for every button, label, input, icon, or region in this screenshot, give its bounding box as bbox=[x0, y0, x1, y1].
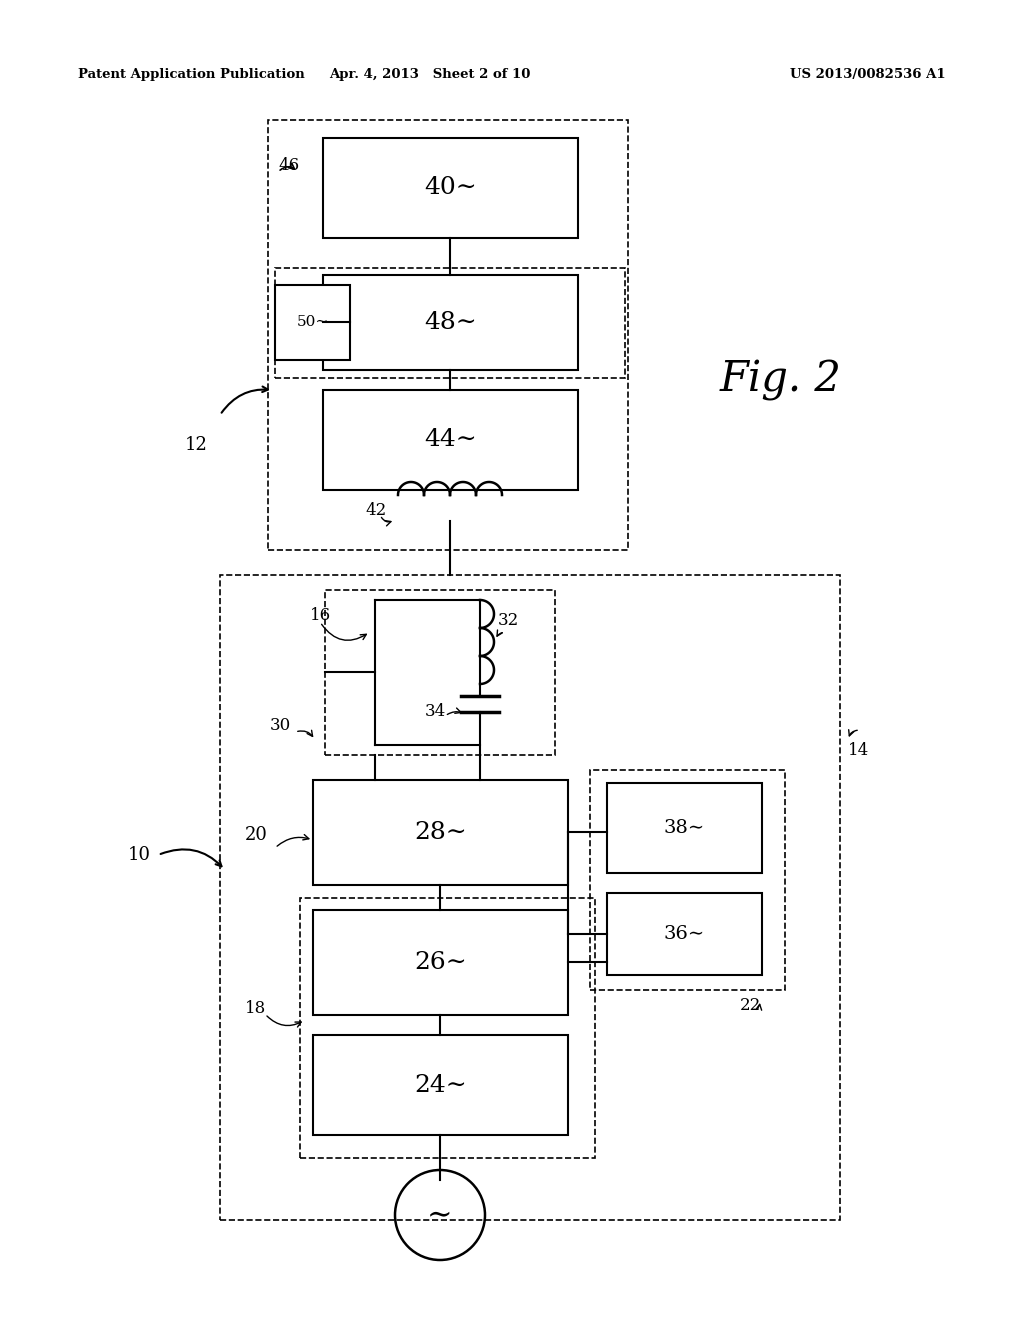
Bar bbox=[300, 898, 595, 1158]
Text: 44∼: 44∼ bbox=[424, 429, 477, 451]
Bar bbox=[323, 275, 578, 370]
Text: ∼: ∼ bbox=[427, 1200, 453, 1230]
Text: 36∼: 36∼ bbox=[664, 925, 706, 942]
Bar bbox=[323, 389, 578, 490]
Text: 42: 42 bbox=[365, 502, 386, 519]
Text: 38∼: 38∼ bbox=[664, 818, 706, 837]
Text: US 2013/0082536 A1: US 2013/0082536 A1 bbox=[790, 69, 945, 81]
Text: 12: 12 bbox=[185, 436, 208, 454]
Text: 40∼: 40∼ bbox=[424, 177, 477, 199]
Bar bbox=[325, 590, 555, 755]
Text: 46: 46 bbox=[278, 157, 299, 174]
Bar bbox=[313, 1035, 568, 1135]
Text: 18: 18 bbox=[245, 1001, 266, 1016]
Text: 48∼: 48∼ bbox=[424, 312, 477, 334]
Text: 32: 32 bbox=[498, 612, 519, 630]
Text: 50∼: 50∼ bbox=[296, 315, 329, 330]
Text: 22: 22 bbox=[740, 997, 761, 1014]
Bar bbox=[313, 909, 568, 1015]
Text: 34: 34 bbox=[425, 704, 446, 719]
Text: 20: 20 bbox=[245, 826, 268, 843]
Bar bbox=[313, 780, 568, 884]
Text: 24∼: 24∼ bbox=[414, 1073, 467, 1097]
Bar bbox=[590, 770, 785, 990]
Bar bbox=[268, 120, 628, 550]
Bar bbox=[323, 139, 578, 238]
Text: 30: 30 bbox=[270, 717, 291, 734]
Text: 28∼: 28∼ bbox=[414, 821, 467, 843]
Text: 14: 14 bbox=[848, 742, 869, 759]
Text: 16: 16 bbox=[310, 607, 331, 624]
Bar bbox=[607, 783, 762, 873]
Text: Apr. 4, 2013   Sheet 2 of 10: Apr. 4, 2013 Sheet 2 of 10 bbox=[330, 69, 530, 81]
Text: 26∼: 26∼ bbox=[414, 950, 467, 974]
Text: Fig. 2: Fig. 2 bbox=[720, 359, 842, 401]
Bar bbox=[275, 285, 350, 360]
Text: Patent Application Publication: Patent Application Publication bbox=[78, 69, 305, 81]
Text: 10: 10 bbox=[128, 846, 151, 865]
Bar bbox=[275, 268, 625, 378]
Bar bbox=[220, 576, 840, 1220]
Bar bbox=[607, 894, 762, 975]
